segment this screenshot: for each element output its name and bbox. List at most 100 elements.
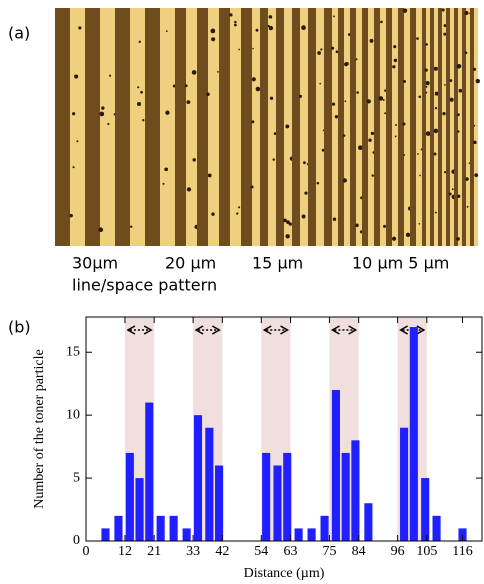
dark-stripe [219,8,230,246]
x-tick-label: 84 [352,544,366,559]
toner-dot [355,58,358,61]
toner-dot [186,100,191,104]
arrowhead [143,325,153,335]
toner-dot [234,23,237,27]
y-tick-label: 0 [73,533,80,548]
toner-dot [456,237,460,241]
toner-dot [298,94,302,98]
bar [294,528,303,541]
pitch-label: 15 µm [252,254,303,273]
toner-dot [472,67,477,71]
toner-dot [473,124,476,127]
toner-dot [403,154,405,156]
light-stripe [230,8,241,246]
toner-dot [272,158,275,161]
toner-dot [138,40,141,43]
toner-dot [301,214,306,219]
x-tick-label: 21 [147,544,161,559]
bar [262,452,271,541]
bar [341,452,350,541]
bar [421,478,430,541]
toner-dot [78,26,82,30]
dark-stripe [454,8,458,246]
toner-dot [252,47,254,50]
toner-dot [285,124,290,129]
toner-dot [444,84,446,86]
toner-dot [330,46,335,50]
toner-dot [443,32,447,36]
toner-dot [211,212,215,216]
toner-dot [391,236,397,241]
bar [331,389,340,541]
toner-dot [142,118,145,122]
dark-stripe [55,8,70,246]
toner-dot [162,182,165,185]
toner-dot [99,111,105,117]
arrowhead [262,325,272,335]
bar [145,402,154,541]
toner-dot [434,106,438,110]
dark-stripe [470,8,474,246]
toner-dot [98,227,104,233]
toner-dot [443,24,447,28]
caption: line/space pattern [72,276,217,295]
light-stripe [316,8,324,246]
toner-dot [333,15,335,18]
dark-stripe [446,8,450,246]
dark-stripe [362,8,368,246]
toner-dot [402,8,408,13]
light-stripe [252,8,260,246]
toner-dot [433,128,439,134]
x-tick-label: 54 [254,544,268,559]
toner-dot [319,82,322,85]
toner-dot [457,130,460,133]
toner-dot [140,90,143,94]
dark-stripe [292,8,300,246]
toner-dot [251,77,256,82]
y-tick-label: 15 [66,344,80,359]
x-tick-label: 42 [215,544,229,559]
x-tick-label: 96 [391,544,405,559]
x-tick-label: 33 [186,544,200,559]
x-tick-label: 0 [83,544,90,559]
pitch-label: 30µm [72,254,118,273]
bar [320,515,329,541]
light-stripe [416,8,422,246]
toner-dot [331,102,336,106]
toner-dot [250,185,254,189]
bar [135,478,144,541]
toner-dot [442,112,446,116]
dark-stripe [85,8,100,246]
toner-dot [273,132,277,136]
light-stripe [70,8,85,246]
arrowhead [348,325,358,335]
toner-dot [238,48,240,51]
arrowhead [194,325,204,335]
toner-dot [255,86,261,92]
toner-dot [418,222,421,225]
light-stripe [426,8,430,246]
toner-dot [465,177,469,181]
toner-dot [475,78,481,84]
toner-dot [370,131,375,136]
bar [169,515,178,541]
toner-dot [456,113,460,117]
toner-dot [392,65,396,69]
light-stripe [186,8,197,246]
light-stripe [332,8,338,246]
x-axis-label: Distance (µm) [244,566,325,581]
toner-dot [424,68,428,72]
toner-dot [378,96,384,101]
toner-dot [316,181,320,185]
bar [273,465,282,541]
toner-dot [164,167,169,172]
toner-dot [109,74,112,77]
toner-dot [186,187,192,192]
bar [156,515,165,541]
bar [125,452,134,541]
bar [409,327,418,541]
toner-dot [165,30,168,32]
arrowhead [330,325,340,335]
arrowhead [211,325,221,335]
toner-dot [255,28,259,32]
